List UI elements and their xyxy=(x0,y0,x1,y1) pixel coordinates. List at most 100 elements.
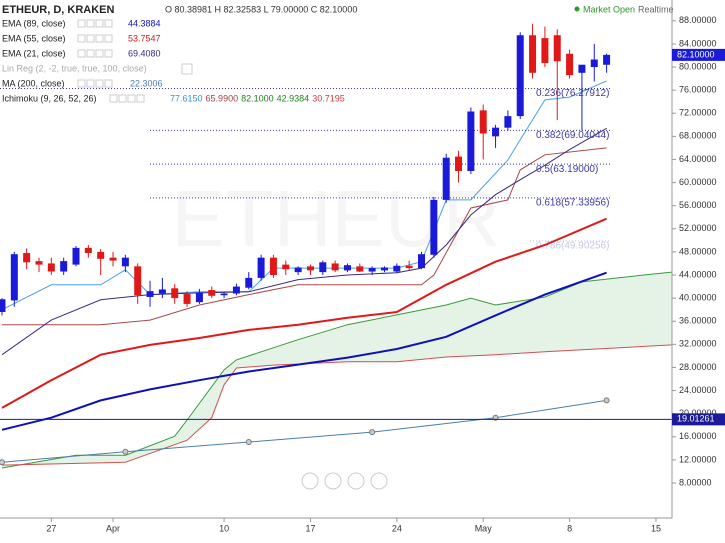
fib-label: 0.786(49.90256) xyxy=(536,241,609,252)
legend-button xyxy=(95,49,104,58)
candle-body xyxy=(356,266,364,272)
candle-body xyxy=(393,265,401,272)
chart-title: ETHEUR, D, KRAKEN xyxy=(2,4,115,16)
indicator-line xyxy=(1,217,607,409)
nav-buttons[interactable] xyxy=(301,472,388,490)
legend-value: 69.4080 xyxy=(128,48,161,58)
indicator-line xyxy=(1,399,607,463)
status-dot xyxy=(574,6,580,12)
indicator-marker xyxy=(369,429,376,436)
legend-name: EMA (55, close) xyxy=(2,33,66,43)
legend-value: 65.9900 xyxy=(206,93,239,103)
x-tick-label: 10 xyxy=(219,523,229,533)
legend-button xyxy=(136,94,145,103)
candle-body xyxy=(553,35,561,62)
legend-value: 53.7547 xyxy=(128,33,161,43)
y-tick-label: 40.00000 xyxy=(679,292,717,302)
legend-button xyxy=(104,34,113,43)
candle-body xyxy=(146,291,154,297)
ichimoku-base xyxy=(2,147,607,326)
legend-button xyxy=(86,19,95,28)
y-tick-label: 44.00000 xyxy=(679,269,717,279)
candle-body xyxy=(566,53,574,76)
x-tick-label: 15 xyxy=(651,523,661,533)
nav-button[interactable] xyxy=(347,472,365,490)
candle-body xyxy=(479,110,487,134)
candle-body xyxy=(134,266,142,296)
candle-body xyxy=(195,292,203,303)
candle-body xyxy=(220,293,228,296)
x-tick-label: 24 xyxy=(392,523,402,533)
legend-value: 30.7195 xyxy=(312,93,345,103)
legend-button xyxy=(95,19,104,28)
indicator-marker xyxy=(0,459,5,466)
y-tick-label: 84.00000 xyxy=(679,38,717,48)
y-tick-label: 76.00000 xyxy=(679,85,717,95)
legend-button xyxy=(77,19,86,28)
nav-button[interactable] xyxy=(301,472,319,490)
candle-body xyxy=(430,199,438,255)
legend-value: 82.1000 xyxy=(241,93,274,103)
legend-disabled: Lin Reg (2, -2, true, true, 100, close) xyxy=(2,63,147,73)
y-tick-label: 60.00000 xyxy=(679,177,717,187)
candle-body xyxy=(282,264,290,270)
legend-button xyxy=(109,94,118,103)
candle-body xyxy=(306,266,314,271)
legend-button xyxy=(127,94,136,103)
candle-body xyxy=(380,267,388,271)
y-tick-label: 64.00000 xyxy=(679,154,717,164)
x-tick-label: 27 xyxy=(46,523,56,533)
legend-button xyxy=(118,94,127,103)
y-tick-label: 72.00000 xyxy=(679,108,717,118)
legend-value: 22.3006 xyxy=(130,78,163,88)
ohlc-readout: O 80.38981 H 82.32583 L 79.00000 C 82.10… xyxy=(165,4,357,14)
candle-body xyxy=(183,294,191,304)
indicator-line xyxy=(1,271,607,431)
legend-button xyxy=(77,49,86,58)
candle-body xyxy=(10,254,18,301)
x-tick-label: 8 xyxy=(567,523,572,533)
legend-value: 42.9384 xyxy=(277,93,310,103)
legend-button xyxy=(77,79,86,88)
legend-value: 44.3884 xyxy=(128,18,161,28)
y-tick-label: 52.00000 xyxy=(679,223,717,233)
fib-label: 0.618(57.33956) xyxy=(536,198,609,209)
x-tick-label: May xyxy=(475,523,493,533)
watermark: ETHEUR xyxy=(172,174,501,263)
candle-body xyxy=(455,156,463,172)
candle-body xyxy=(590,59,598,68)
y-tick-label: 28.00000 xyxy=(679,362,717,372)
market-status: Market Open xyxy=(583,4,635,14)
candle-body xyxy=(294,267,302,273)
y-tick-label: 56.00000 xyxy=(679,200,717,210)
nav-button[interactable] xyxy=(370,472,388,490)
candle-body xyxy=(504,116,512,128)
candle-body xyxy=(405,265,413,269)
plot-area: ETHEUR 0.236(76.27912) 0.382(69.04044) 0.5(… xyxy=(0,23,673,469)
ichimoku-cloud xyxy=(2,272,672,468)
nav-button[interactable] xyxy=(324,472,342,490)
candle-body xyxy=(343,265,351,271)
candle-body xyxy=(319,262,327,273)
y-tick-label: 32.00000 xyxy=(679,339,717,349)
y-tick-label: 8.00000 xyxy=(679,477,712,487)
y-tick-label: 16.00000 xyxy=(679,431,717,441)
candle-body xyxy=(331,263,339,271)
last-price-label: 82.10000 xyxy=(677,49,715,59)
candle-body xyxy=(47,263,55,272)
candle-body xyxy=(269,257,277,276)
price-line-label: 19.01261 xyxy=(677,414,715,424)
candle-body xyxy=(121,257,129,267)
legend-value: 77.6150 xyxy=(170,93,203,103)
candle-body xyxy=(60,261,68,272)
candle-body xyxy=(208,290,216,296)
candle-body xyxy=(418,254,426,269)
y-tick-label: 20.00000 xyxy=(679,408,717,418)
candle-body xyxy=(492,127,500,137)
legend-button xyxy=(181,63,193,75)
legend-button xyxy=(104,49,113,58)
candle-body xyxy=(467,111,475,172)
y-tick-label: 12.00000 xyxy=(679,454,717,464)
y-tick-label: 48.00000 xyxy=(679,246,717,256)
